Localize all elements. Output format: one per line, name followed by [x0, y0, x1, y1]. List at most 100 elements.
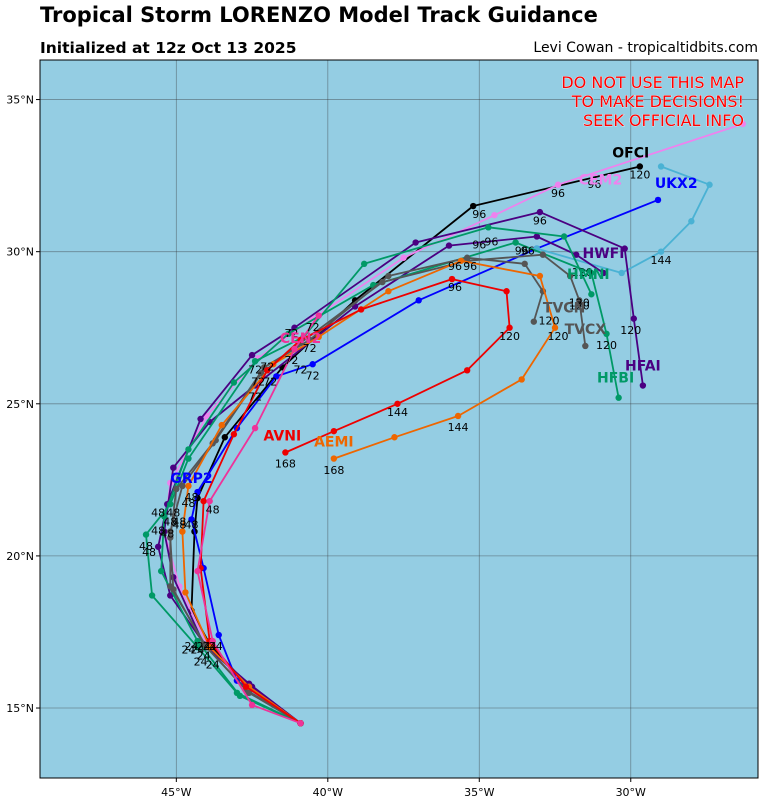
lon-tick-label: 40°W	[313, 786, 343, 799]
hour-label: 72	[306, 369, 320, 382]
hour-label: 120	[620, 324, 641, 337]
track-point	[657, 163, 665, 170]
hour-label: 72	[294, 363, 308, 376]
track-point	[360, 260, 368, 268]
hour-label: 48	[206, 503, 220, 516]
hour-label: 120	[572, 266, 593, 279]
track-point	[533, 233, 541, 240]
track-point	[173, 485, 180, 493]
track-point	[309, 361, 316, 368]
track-point	[209, 637, 216, 645]
warning-line: SEEK OFFICIAL INFO	[583, 111, 744, 130]
hour-label: 24	[197, 640, 211, 653]
track-point	[657, 248, 665, 255]
track-point	[630, 315, 637, 322]
hour-label: 24	[203, 640, 217, 653]
hour-label: 144	[387, 406, 408, 419]
track-point	[551, 324, 559, 331]
track-point	[412, 239, 419, 246]
model-label-hfai: HFAI	[625, 358, 661, 374]
track-point	[167, 592, 174, 599]
hour-label: 24	[184, 640, 198, 653]
track-point	[315, 333, 322, 341]
hour-label: 72	[248, 391, 262, 404]
track-point	[618, 269, 625, 277]
hour-label: 24	[181, 643, 195, 656]
track-point	[206, 643, 213, 651]
track-point	[588, 269, 595, 277]
track-point	[273, 373, 280, 380]
track-point	[218, 421, 225, 429]
hour-label: 24	[209, 640, 223, 653]
track-point	[185, 446, 192, 453]
model-label-avni: AVNI	[264, 428, 302, 444]
hour-label: 48	[181, 497, 195, 510]
hour-label: 120	[548, 330, 569, 343]
track-point	[573, 251, 580, 258]
model-label-hmni: HMNI	[567, 267, 610, 283]
hour-label: 120	[538, 315, 559, 328]
hour-label: 48	[172, 515, 186, 528]
track-point	[194, 567, 201, 575]
track-point	[600, 269, 607, 277]
track-point	[188, 516, 195, 523]
track-point	[330, 427, 338, 435]
track-point	[536, 272, 544, 280]
model-label-ofci: OFCI	[612, 145, 649, 161]
header: Tropical Storm LORENZO Model Track Guida…	[0, 0, 768, 60]
hour-label: 48	[163, 515, 177, 528]
hour-label: 48	[160, 528, 174, 541]
hour-label: 48	[166, 506, 180, 519]
track-point	[621, 245, 628, 252]
track-point	[167, 528, 174, 535]
track-point	[566, 272, 574, 280]
hour-label: 96	[463, 260, 477, 273]
track-point	[485, 224, 492, 231]
map-grid	[40, 60, 758, 778]
model-label-cen2: CEN2	[280, 331, 321, 347]
hour-label: 96	[448, 260, 462, 273]
hour-label: 96	[521, 245, 535, 258]
init-time: Initialized at 12z Oct 13 2025	[40, 39, 297, 57]
track-point	[394, 400, 401, 407]
hour-label: 24	[194, 655, 208, 668]
hour-label: 24	[197, 649, 211, 662]
track-point	[194, 637, 201, 645]
track-point	[400, 254, 407, 261]
track-point	[200, 497, 207, 505]
hour-label: 72	[248, 363, 262, 376]
track-point	[518, 376, 525, 383]
track-point	[491, 211, 498, 219]
track-point	[688, 218, 695, 225]
hour-label: 48	[139, 540, 153, 553]
track-point	[285, 330, 292, 338]
track-point	[194, 643, 201, 651]
track-point	[148, 592, 156, 599]
track-point	[506, 324, 513, 331]
track-point	[615, 394, 622, 401]
hour-label: 96	[448, 281, 462, 294]
track-point	[161, 513, 168, 520]
track-point	[157, 567, 165, 575]
axis-ticks: 45°W 40°W 35°W 30°W 15°N 20°N 25°N 30°N 35°N	[6, 94, 646, 799]
track-point	[539, 251, 547, 258]
hour-label: 144	[448, 421, 469, 434]
model-label-hfbi: HFBI	[597, 370, 634, 386]
hour-label: 120	[629, 169, 650, 182]
track-point	[470, 202, 477, 210]
lon-tick-label: 35°W	[464, 786, 494, 799]
track-point	[142, 531, 150, 538]
track-point	[315, 312, 322, 319]
track-point	[739, 120, 747, 128]
hour-label: 120	[569, 299, 590, 312]
model-label-aemi: AEMI	[314, 434, 354, 450]
hour-label: 144	[651, 254, 672, 267]
track-point	[297, 720, 304, 727]
track-point	[170, 464, 177, 471]
map-frame	[39, 59, 759, 779]
page-title: Tropical Storm LORENZO Model Track Guida…	[40, 3, 598, 27]
track-point	[230, 379, 238, 386]
track-line	[190, 199, 659, 724]
track-point	[264, 367, 271, 374]
